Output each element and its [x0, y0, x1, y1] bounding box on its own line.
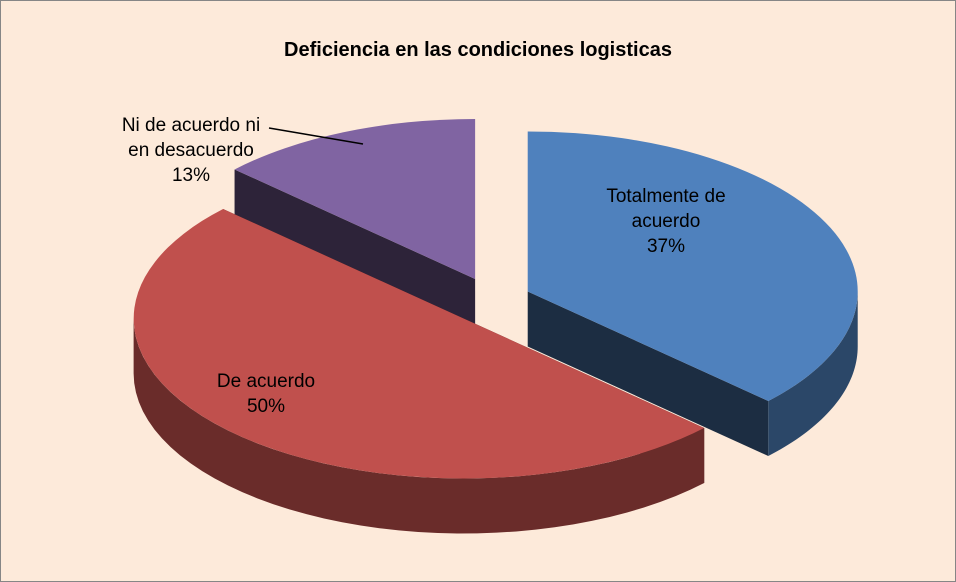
pie-slice: [133, 208, 705, 534]
slice-label: De acuerdo 50%: [186, 369, 346, 419]
slice-top: [133, 208, 705, 479]
slice-wall: [527, 291, 769, 456]
category-label: De acuerdo: [216, 371, 316, 392]
category-label: Ni de acuerdo ni en desacuerdo: [121, 115, 261, 161]
slice-top: [234, 118, 476, 279]
value-label: 37%: [646, 236, 686, 257]
slice-wall: [234, 169, 476, 334]
leader-line: [268, 127, 364, 145]
chart-title: Deficiencia en las condiciones logistica…: [284, 39, 672, 61]
value-label: 13%: [171, 165, 211, 186]
category-label: Totalmente de acuerdo: [606, 186, 726, 232]
slice-label: Totalmente de acuerdo 37%: [576, 184, 756, 259]
pie-slice: [234, 118, 476, 334]
slice-side: [133, 318, 705, 534]
slice-top: [527, 131, 858, 401]
value-label: 50%: [246, 396, 286, 417]
slice-label: Ni de acuerdo ni en desacuerdo 13%: [111, 113, 271, 188]
pie-slice: [527, 131, 858, 456]
slice-side: [768, 291, 858, 456]
